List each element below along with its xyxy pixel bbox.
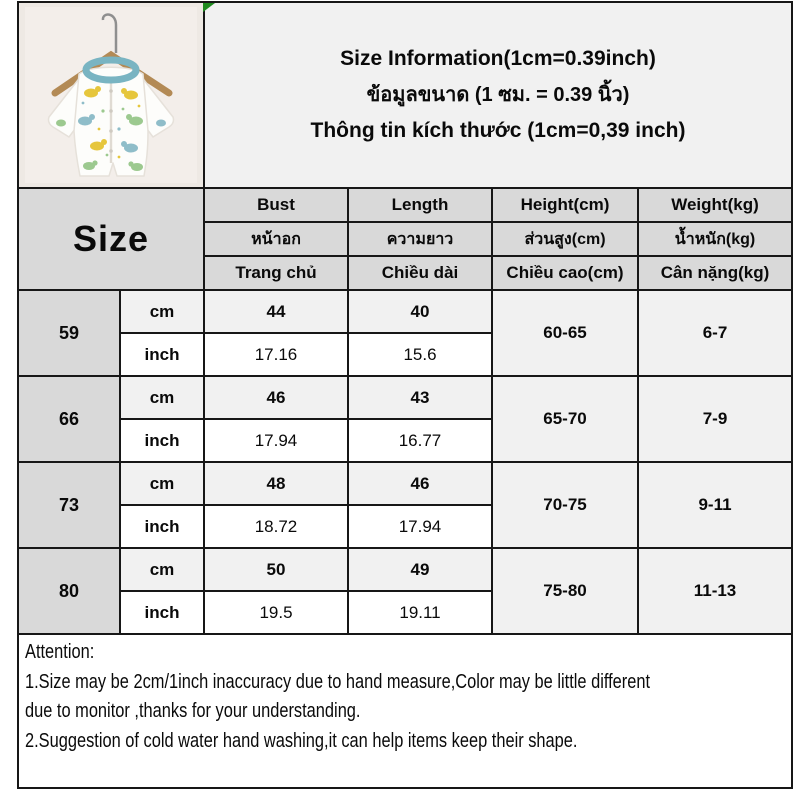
header-length-en: Length <box>349 189 491 221</box>
size-59: 59 <box>19 291 119 375</box>
dino-prints <box>56 86 166 171</box>
weight-59: 6-7 <box>639 291 791 375</box>
bust-cm-73: 48 <box>205 463 347 504</box>
header-weight-en: Weight(kg) <box>639 189 791 221</box>
bust-inch-59: 17.16 <box>205 334 347 375</box>
wooden-hanger <box>51 50 173 97</box>
green-corner-marker <box>203 3 215 12</box>
bust-cm-80: 50 <box>205 549 347 590</box>
title-english: Size Information(1cm=0.39inch) <box>340 47 656 71</box>
unit-cm: cm <box>121 463 203 504</box>
unit-cm: cm <box>121 377 203 418</box>
size-chart: Size Information(1cm=0.39inch) ข้อมูลขนา… <box>17 1 793 789</box>
bust-inch-66: 17.94 <box>205 420 347 461</box>
bust-cm-59: 44 <box>205 291 347 332</box>
title-vietnamese: Thông tin kích thước (1cm=0,39 inch) <box>310 118 686 142</box>
header-height-en: Height(cm) <box>493 189 637 221</box>
size-66: 66 <box>19 377 119 461</box>
bust-inch-80: 19.5 <box>205 592 347 633</box>
attention-line-1: 1.Size may be 2cm/1inch inaccuracy due t… <box>25 670 651 693</box>
attention-line-2: due to monitor ,thanks for your understa… <box>25 700 361 723</box>
unit-inch: inch <box>121 420 203 461</box>
unit-inch: inch <box>121 592 203 633</box>
length-inch-66: 16.77 <box>349 420 491 461</box>
height-59: 60-65 <box>493 291 637 375</box>
length-inch-59: 15.6 <box>349 334 491 375</box>
header-height-th: ส่วนสูง(cm) <box>493 223 637 255</box>
hanger-hook <box>101 13 118 53</box>
bust-inch-73: 18.72 <box>205 506 347 547</box>
header-length-vi: Chiều dài <box>349 257 491 289</box>
unit-inch: inch <box>121 334 203 375</box>
title-thai: ข้อมูลขนาด (1 ซม. = 0.39 นิ้ว) <box>366 83 630 106</box>
height-73: 70-75 <box>493 463 637 547</box>
header-weight-th: น้ำหนัก(kg) <box>639 223 791 255</box>
length-cm-73: 46 <box>349 463 491 504</box>
product-photo <box>19 3 203 187</box>
size-80: 80 <box>19 549 119 633</box>
length-cm-66: 43 <box>349 377 491 418</box>
unit-inch: inch <box>121 506 203 547</box>
size-73: 73 <box>19 463 119 547</box>
length-cm-59: 40 <box>349 291 491 332</box>
length-inch-73: 17.94 <box>349 506 491 547</box>
height-66: 65-70 <box>493 377 637 461</box>
weight-73: 9-11 <box>639 463 791 547</box>
weight-66: 7-9 <box>639 377 791 461</box>
unit-cm: cm <box>121 291 203 332</box>
attention-note: Attention: 1.Size may be 2cm/1inch inacc… <box>19 635 791 787</box>
romper-illustration <box>19 3 203 187</box>
attention-heading: Attention: <box>25 641 95 663</box>
header-bust-vi: Trang chủ <box>205 257 347 289</box>
height-80: 75-80 <box>493 549 637 633</box>
attention-line-3: 2.Suggestion of cold water hand washing,… <box>25 729 578 752</box>
header-bust-en: Bust <box>205 189 347 221</box>
weight-80: 11-13 <box>639 549 791 633</box>
bust-cm-66: 46 <box>205 377 347 418</box>
header-size: Size <box>19 189 203 289</box>
header-bust-th: หน้าอก <box>205 223 347 255</box>
header-length-th: ความยาว <box>349 223 491 255</box>
collar-band <box>82 56 140 84</box>
length-inch-80: 19.11 <box>349 592 491 633</box>
title-block: Size Information(1cm=0.39inch) ข้อมูลขนา… <box>205 3 791 187</box>
unit-cm: cm <box>121 549 203 590</box>
header-weight-vi: Cân nặng(kg) <box>639 257 791 289</box>
length-cm-80: 49 <box>349 549 491 590</box>
header-height-vi: Chiều cao(cm) <box>493 257 637 289</box>
